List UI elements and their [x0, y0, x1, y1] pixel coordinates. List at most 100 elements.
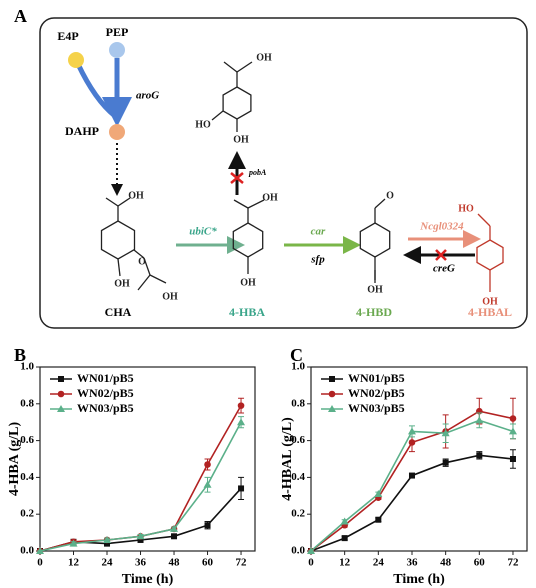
bond	[211, 110, 224, 121]
data-point	[36, 547, 44, 554]
x-tick-label: 0	[308, 557, 314, 569]
legend-label: WN02/pB5	[77, 386, 134, 400]
x-tick-label: 72	[507, 557, 519, 569]
y-axis-title: 4-HBA (g/L)	[7, 422, 22, 497]
x-axis-title: Time (h)	[393, 572, 445, 587]
data-point	[103, 535, 112, 543]
y-tick-label: 0.0	[291, 545, 305, 557]
y-tick-label: 1.0	[20, 361, 34, 373]
x-tick-label: 72	[236, 557, 248, 569]
bond	[233, 199, 249, 209]
data-point	[407, 427, 416, 435]
atom-label: OH	[162, 291, 178, 302]
ring	[359, 222, 391, 258]
data-point	[341, 535, 348, 542]
enzyme: aroG	[136, 90, 159, 102]
x-tick-label: 48	[440, 557, 452, 569]
bond	[133, 249, 145, 259]
data-point	[307, 547, 315, 554]
data-point	[69, 539, 78, 547]
bond	[105, 197, 119, 207]
y-axis-title: 4-HBAL (g/L)	[280, 417, 295, 501]
legend-label: WN02/pB5	[348, 386, 405, 400]
atom-label: O	[386, 190, 394, 201]
enzyme: pobA	[248, 168, 267, 177]
data-point	[136, 532, 145, 540]
x-tick-label: 36	[135, 557, 147, 569]
atom-label: O	[138, 256, 146, 267]
legend-marker	[57, 405, 65, 412]
enzyme: ubiC*	[189, 226, 217, 238]
block-mark	[435, 249, 447, 261]
y-tick-label: 0.2	[20, 508, 34, 520]
bond	[137, 274, 151, 291]
y-tick-label: 0.6	[291, 434, 305, 446]
y-tick-label: 0.4	[20, 471, 34, 483]
metabolite: 4-HBAL	[468, 305, 512, 319]
bond	[149, 274, 167, 284]
data-point	[204, 522, 211, 529]
x-tick-label: 48	[169, 557, 181, 569]
dahp-node	[109, 124, 125, 140]
series-line	[310, 454, 514, 552]
x-tick-label: 0	[37, 557, 43, 569]
ring	[476, 239, 504, 271]
enzyme: creG	[433, 263, 455, 275]
data-point	[509, 456, 516, 462]
data-point	[104, 540, 111, 547]
legend-label: WN01/pB5	[348, 371, 405, 385]
x-tick-label: 12	[68, 557, 80, 569]
legend-marker	[329, 376, 335, 382]
x-axis-title: Time (h)	[122, 572, 174, 587]
enzyme: sfp	[310, 254, 325, 266]
data-point	[375, 516, 382, 523]
atom-label: OH	[256, 52, 272, 63]
atom-label: OH	[128, 190, 144, 201]
atom-label: OH	[233, 134, 249, 145]
atom-label: HO	[195, 119, 211, 130]
metabolite: CHA	[105, 305, 132, 319]
data-point	[408, 439, 416, 446]
plot-frame	[39, 366, 256, 552]
metabolite: E4P	[57, 29, 78, 43]
data-point	[237, 402, 245, 409]
enzyme: Ncgl0324	[419, 221, 464, 233]
structures: OH HO OH OH O OH OH OH OH O OH HO OH	[100, 52, 504, 307]
data-point	[441, 429, 450, 437]
data-point	[203, 480, 212, 488]
atom-label: HO	[458, 203, 474, 214]
data-point	[238, 485, 245, 492]
legend-label: WN01/pB5	[77, 371, 134, 385]
data-point	[442, 459, 449, 466]
data-point	[237, 418, 246, 426]
data-point	[475, 416, 484, 424]
panel-label: B	[14, 345, 26, 365]
bond	[247, 199, 265, 209]
atom-label: OH	[240, 277, 256, 288]
y-tick-label: 0.8	[20, 397, 34, 409]
data-point	[374, 489, 383, 497]
data-point	[204, 461, 211, 468]
data-point	[508, 427, 517, 435]
legend-label: WN03/pB5	[77, 401, 134, 415]
ring	[222, 86, 252, 120]
data-point	[170, 524, 179, 532]
atom-label: OH	[482, 296, 498, 307]
x-tick-label: 60	[474, 557, 486, 569]
bond	[477, 213, 491, 227]
pep-node	[109, 42, 125, 58]
x-tick-label: 60	[202, 557, 214, 569]
panel-label: C	[290, 345, 303, 365]
metabolite: 4-HBA	[229, 305, 265, 319]
block-mark	[230, 172, 244, 184]
bond	[117, 258, 121, 277]
bond	[223, 61, 238, 73]
atom-label: OH	[262, 192, 278, 203]
legend-label: WN03/pB5	[348, 401, 405, 415]
enzyme: car	[311, 226, 326, 238]
atom-label: OH	[367, 284, 383, 295]
data-point	[476, 452, 483, 459]
x-tick-label: 24	[102, 557, 114, 569]
arrow	[75, 62, 117, 118]
